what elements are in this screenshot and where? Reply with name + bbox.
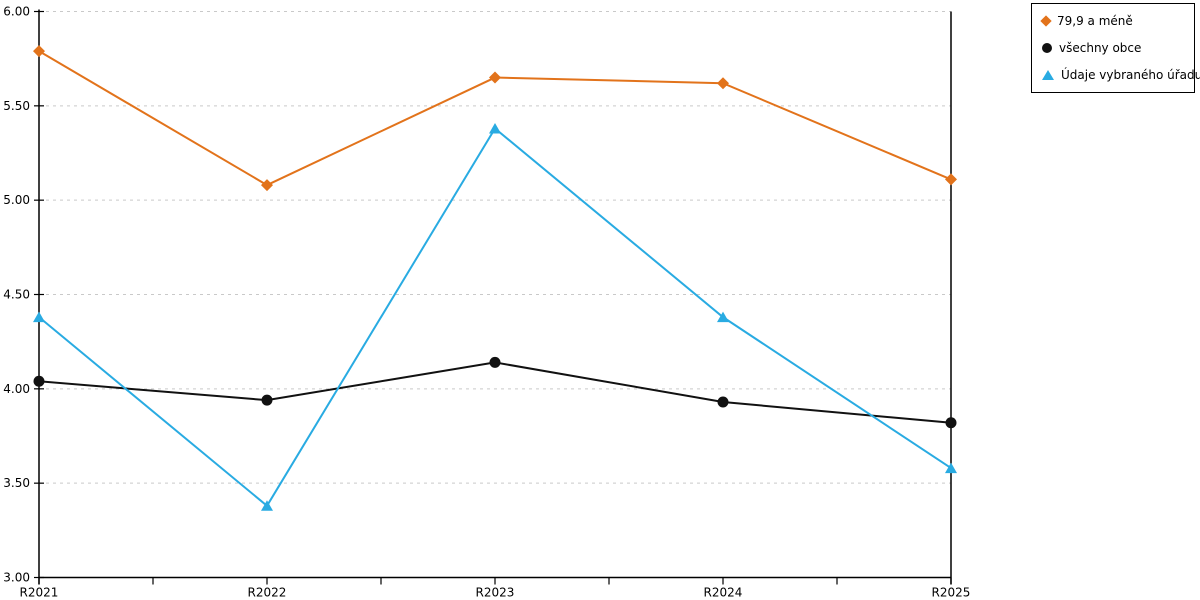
y-tick-label: 3.50 (3, 476, 30, 490)
legend-label: Údaje vybraného úřadu (1061, 67, 1200, 82)
y-tick-label: 5.00 (3, 193, 30, 207)
data-point-circle (261, 394, 273, 406)
x-tick-label: R2021 (20, 586, 59, 600)
triangle-marker-icon (1042, 69, 1054, 80)
data-point-triangle (717, 311, 729, 323)
data-point-triangle (489, 122, 501, 134)
series-line-0 (38, 50, 952, 187)
data-point-diamond (945, 173, 957, 186)
legend-item-79-9-a-mene: 79,9 a méně (1040, 14, 1194, 29)
series-line-1 (38, 361, 952, 424)
x-tick-label: R2024 (704, 586, 743, 600)
data-point-diamond (717, 77, 729, 90)
legend-item-udaje-vybraneho-uradu: Údaje vybraného úřadu (1042, 69, 1200, 81)
data-point-diamond (489, 71, 501, 84)
y-tick-label: 3.00 (3, 571, 30, 585)
data-point-diamond (261, 179, 273, 192)
circle-marker-icon (1042, 42, 1052, 53)
data-point-circle (33, 375, 45, 387)
y-tick-label: 5.50 (3, 99, 30, 113)
data-point-triangle (945, 462, 957, 474)
data-point-diamond (33, 45, 45, 58)
data-point-circle (489, 356, 501, 368)
legend: 79,9 a méně všechny obce Údaje vybraného… (1031, 3, 1200, 93)
x-tick-label: R2022 (248, 586, 287, 600)
series-line-2 (38, 126, 952, 508)
y-tick-label: 6.00 (3, 5, 30, 19)
data-point-circle (717, 396, 729, 408)
legend-item-vsechny-obce: všechny obce (1042, 42, 1194, 54)
legend-label: všechny obce (1059, 40, 1142, 55)
y-tick-label: 4.00 (3, 382, 30, 396)
x-tick-label: R2025 (932, 586, 971, 600)
x-tick-label: R2023 (476, 586, 515, 600)
data-point-triangle (261, 500, 273, 511)
data-point-triangle (33, 311, 45, 323)
legend-label: 79,9 a méně (1057, 14, 1133, 29)
data-point-circle (945, 417, 957, 429)
y-tick-label: 4.50 (3, 288, 30, 302)
diamond-marker-icon (1040, 15, 1052, 27)
